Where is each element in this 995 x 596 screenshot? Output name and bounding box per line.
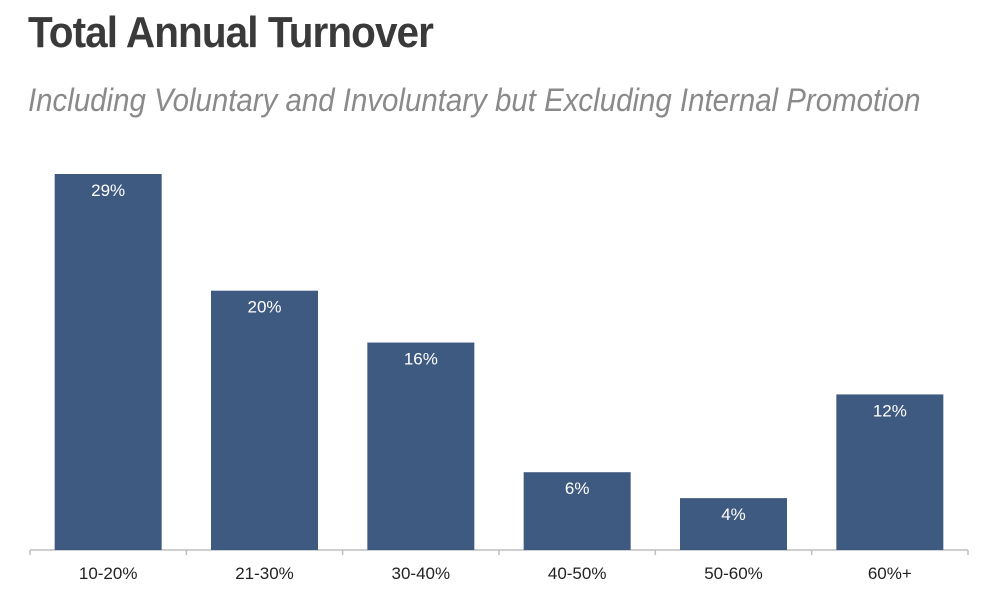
x-tick-label: 10-20% xyxy=(79,564,138,583)
data-label: 29% xyxy=(91,181,125,200)
data-label: 6% xyxy=(565,479,590,498)
data-label: 12% xyxy=(873,401,907,420)
bar xyxy=(680,498,787,550)
data-label: 4% xyxy=(721,505,746,524)
chart-subtitle: Including Voluntary and Involuntary but … xyxy=(28,82,921,118)
x-tick-label: 21-30% xyxy=(235,564,294,583)
bar xyxy=(836,394,944,550)
bar xyxy=(211,290,318,550)
bar xyxy=(523,472,631,550)
data-label: 16% xyxy=(404,350,438,369)
x-tick-label: 60%+ xyxy=(868,564,912,583)
bar xyxy=(54,174,162,550)
data-label: 20% xyxy=(247,298,281,317)
x-tick-label: 50-60% xyxy=(704,564,763,583)
bar xyxy=(367,342,475,550)
x-tick-label: 40-50% xyxy=(548,564,607,583)
chart-title: Total Annual Turnover xyxy=(28,8,434,57)
x-tick-label: 30-40% xyxy=(392,564,451,583)
